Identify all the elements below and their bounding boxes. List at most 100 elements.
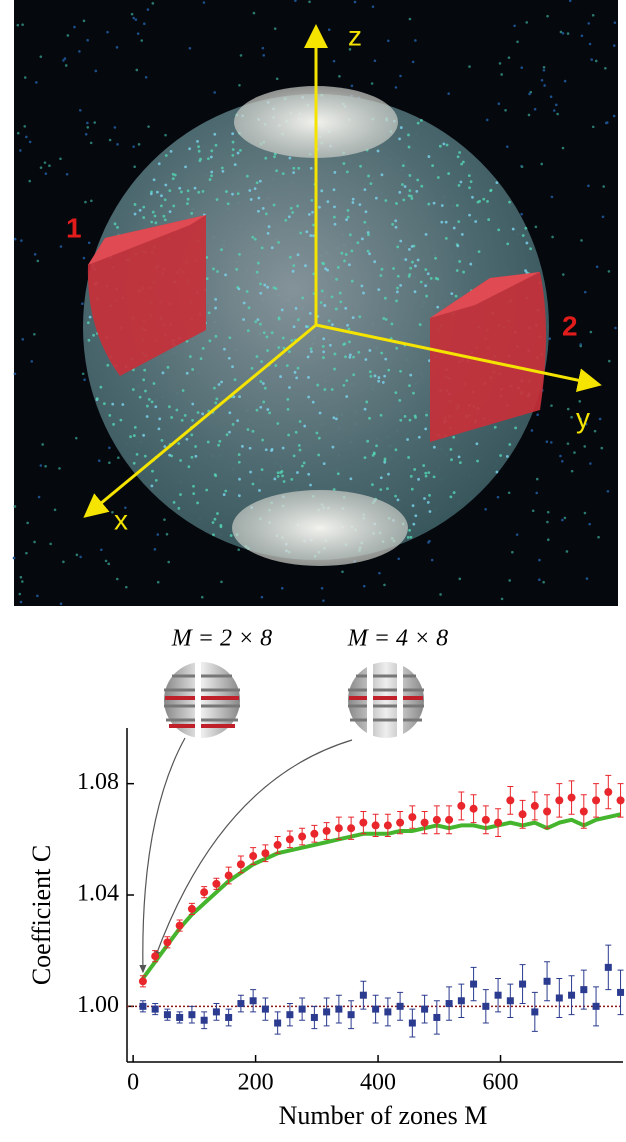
speckle (238, 395, 241, 398)
speckle (133, 434, 136, 437)
speckle (14, 373, 17, 376)
speckle (312, 401, 315, 404)
speckle (395, 226, 398, 229)
speckle (198, 150, 201, 153)
speckle (276, 422, 279, 425)
speckle (259, 380, 262, 383)
speckle (259, 323, 262, 326)
speckle (371, 82, 374, 85)
speckle (230, 534, 233, 537)
speckle (409, 419, 412, 422)
speckle (450, 458, 453, 461)
speckle (411, 488, 414, 491)
speckle (187, 189, 190, 192)
data-point (556, 994, 563, 1001)
speckle (277, 346, 280, 349)
speckle (21, 580, 24, 583)
speckle (40, 166, 43, 169)
speckle (17, 24, 20, 27)
speckle (354, 1, 357, 4)
speckle (187, 465, 190, 468)
speckle (37, 260, 40, 263)
speckle (547, 538, 550, 541)
speckle (508, 201, 511, 204)
speckle (147, 125, 150, 128)
speckle (151, 470, 154, 473)
speckle (520, 213, 523, 216)
speckle (349, 354, 352, 357)
speckle (210, 174, 213, 177)
speckle (309, 312, 312, 315)
speckle (293, 325, 296, 328)
speckle (365, 401, 368, 404)
speckle (364, 188, 367, 191)
speckle (404, 185, 407, 188)
speckle (410, 475, 413, 478)
speckle (430, 277, 433, 280)
speckle (40, 464, 43, 467)
speckle (358, 315, 361, 318)
x-tick-label: 600 (483, 1070, 519, 1096)
speckle (427, 501, 430, 504)
speckle (387, 473, 390, 476)
speckle (151, 400, 154, 403)
speckle (164, 198, 167, 201)
speckle (293, 454, 296, 457)
speckle (232, 141, 235, 144)
speckle (134, 203, 137, 206)
speckle (58, 467, 61, 470)
speckle (179, 493, 182, 496)
speckle (158, 427, 161, 430)
data-point (213, 1008, 220, 1015)
speckle (143, 369, 146, 372)
speckle (266, 335, 269, 338)
speckle (160, 204, 163, 207)
speckle (299, 449, 302, 452)
speckle (535, 492, 538, 495)
speckle (307, 473, 310, 476)
speckle (375, 197, 378, 200)
speckle (499, 454, 502, 457)
speckle (296, 471, 299, 474)
speckle (589, 462, 592, 465)
speckle (561, 519, 564, 522)
data-point (531, 1008, 538, 1015)
speckle (427, 541, 430, 544)
data-point (470, 805, 478, 813)
speckle (160, 194, 163, 197)
speckle (224, 274, 227, 277)
speckle (292, 264, 295, 267)
speckle (345, 218, 348, 221)
axis-name: x (114, 504, 128, 535)
speckle (436, 278, 439, 281)
data-point (617, 796, 625, 804)
speckle (434, 257, 437, 260)
speckle (99, 386, 102, 389)
speckle (455, 295, 458, 298)
speckle (137, 32, 140, 35)
speckle (457, 155, 460, 158)
speckle (135, 18, 138, 21)
speckle (194, 455, 197, 458)
speckle (396, 245, 399, 248)
speckle (262, 401, 265, 404)
speckle (318, 437, 321, 440)
speckle (368, 252, 371, 255)
speckle (587, 185, 590, 188)
speckle (592, 126, 595, 129)
speckle (108, 414, 111, 417)
speckle (497, 496, 500, 499)
speckle (321, 262, 324, 265)
speckle (109, 139, 112, 142)
speckle (449, 495, 452, 498)
speckle (478, 250, 481, 253)
speckle (134, 426, 137, 429)
data-point (360, 992, 367, 999)
speckle (364, 358, 367, 361)
speckle (297, 367, 300, 370)
speckle (468, 186, 471, 189)
speckle (107, 563, 110, 566)
speckle (398, 191, 401, 194)
speckle (450, 292, 453, 295)
speckle (427, 272, 430, 275)
